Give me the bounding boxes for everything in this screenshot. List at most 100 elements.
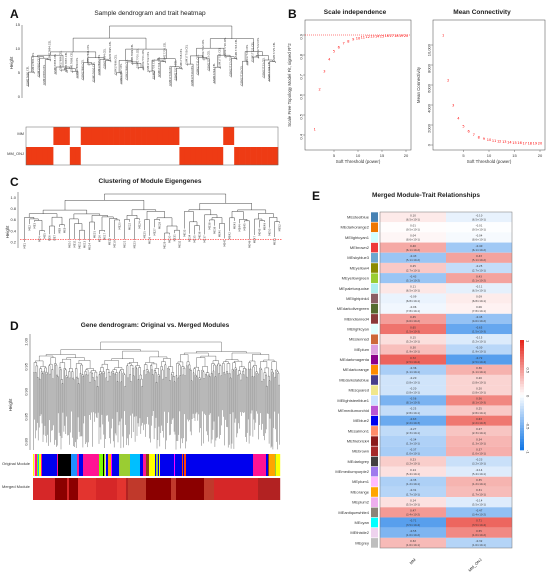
original-module-cell — [218, 454, 220, 476]
module-eigengene-label: ME11 — [73, 240, 77, 248]
original-module-cell — [57, 454, 59, 476]
dendrogram-branch — [248, 362, 251, 369]
dendrogram-branch — [175, 375, 178, 450]
trait-cell — [141, 147, 147, 165]
correlation-cell — [380, 364, 446, 375]
trait-cell — [47, 127, 54, 145]
correlation-value: 0.55 — [476, 529, 482, 533]
trait-cell — [179, 127, 186, 145]
data-point: 12 — [497, 140, 501, 144]
correlation-value: -0.30 — [476, 346, 483, 350]
dendrogram-branch — [220, 375, 222, 435]
dendrogram-branch — [237, 209, 267, 214]
original-module-cell — [237, 454, 239, 476]
dendrogram-branch — [173, 381, 176, 435]
correlation-cell — [446, 283, 512, 294]
correlation-value: 0.34 — [476, 437, 482, 441]
merged-module-cell — [99, 478, 101, 500]
correlation-value: 0.65 — [410, 325, 416, 329]
dendrogram-branch — [65, 375, 68, 434]
merged-module-cell — [173, 478, 175, 500]
trait-cell — [80, 127, 87, 145]
sample-label: GSM17706.CEL — [168, 65, 172, 85]
trait-cell — [91, 127, 98, 145]
p-value: (1.0×10-1) — [472, 452, 486, 456]
p-value: (1.9×10-1) — [406, 350, 420, 354]
dendrogram-branch — [154, 372, 157, 429]
original-module-cell — [48, 454, 50, 476]
panel-a-trait-heatmap — [25, 126, 279, 166]
data-point: 15 — [380, 34, 384, 38]
correlation-value: 0.10 — [410, 213, 416, 217]
merged-module-cell — [249, 478, 251, 500]
merged-module-cell — [106, 478, 108, 500]
original-module-cell — [272, 454, 274, 476]
trait-cell — [102, 147, 109, 165]
dendrogram-branch — [246, 376, 248, 442]
merged-module-cell — [197, 478, 199, 500]
merged-module-cell — [102, 478, 104, 500]
merged-module-cell — [192, 478, 194, 500]
correlation-cell — [446, 303, 512, 314]
merged-module-cell — [195, 478, 197, 500]
module-name-label: MEdarkorange — [343, 367, 370, 372]
merged-module-cell — [33, 478, 35, 500]
dendrogram-branch — [278, 384, 280, 445]
legend-tick-label: 0 — [526, 395, 531, 398]
module-eigengene-label: ME38 — [208, 222, 212, 230]
merged-module-cell — [69, 478, 71, 500]
module-name-label: MEcyan — [355, 520, 369, 525]
sample-label: GSM17723.CEL — [261, 57, 265, 77]
merged-module-cell — [53, 478, 55, 500]
sample-label: GSM17714.CEL — [212, 63, 216, 83]
y-tick-label: 1.0 — [10, 195, 16, 200]
correlation-cell — [380, 354, 446, 365]
merged-module-cell — [56, 478, 58, 500]
correlation-cell — [380, 232, 446, 243]
panel-b-left-ylabel: Scale Free Topology Model Fit, signed R^… — [287, 43, 292, 127]
correlation-cell — [446, 385, 512, 396]
merged-module-cell — [129, 478, 131, 500]
dendrogram-branch — [87, 374, 89, 448]
module-eigengene-label: ME47 — [253, 236, 257, 244]
sample-label: GSM17692.CEL — [91, 61, 95, 81]
dendrogram-branch — [178, 364, 181, 378]
merged-module-cell — [132, 478, 134, 500]
correlation-cell — [446, 232, 512, 243]
x-tick-label: 10 — [487, 153, 492, 158]
data-point: 7 — [473, 133, 475, 137]
merged-module-cell — [242, 478, 244, 500]
merged-module-cell — [193, 478, 195, 500]
module-eigengene-label: ME13 — [83, 241, 87, 249]
dendrogram-branch — [59, 224, 65, 227]
original-module-cell — [243, 454, 245, 476]
merged-module-cell — [146, 478, 148, 500]
original-module-cell — [231, 454, 233, 476]
correlation-cell — [446, 466, 512, 477]
data-point: 14 — [507, 141, 512, 145]
merged-module-cell — [126, 478, 128, 500]
merged-module-cell — [60, 478, 62, 500]
original-module-cell — [168, 454, 170, 476]
correlation-value: 0.37 — [476, 447, 482, 451]
module-eigengene-label: ME31 — [173, 234, 177, 242]
original-module-cell — [150, 454, 152, 476]
original-module-cell — [264, 454, 266, 476]
sample-label: GSM17693.CEL — [97, 54, 101, 74]
dendrogram-branch — [157, 374, 160, 440]
sample-label: GSM17719.CEL — [239, 65, 243, 85]
merged-module-cell — [113, 478, 115, 500]
merged-module-cell — [169, 478, 171, 500]
merged-module-cell — [138, 478, 140, 500]
original-module-cell — [98, 454, 100, 476]
sample-label: GSM17685.CEL — [53, 53, 57, 73]
trait-cell — [212, 147, 219, 165]
sample-label: GSM17690.CEL — [81, 59, 85, 79]
correlation-value: 0.47 — [410, 509, 416, 513]
trait-label-mm-onj: MM_ONJ — [7, 151, 24, 156]
merged-module-cell — [159, 478, 161, 500]
y-tick-label: 0.6 — [298, 93, 303, 99]
p-value: (6.5×10-1) — [406, 217, 420, 221]
merged-module-cell — [147, 478, 149, 500]
dendrogram-branch — [109, 218, 118, 238]
